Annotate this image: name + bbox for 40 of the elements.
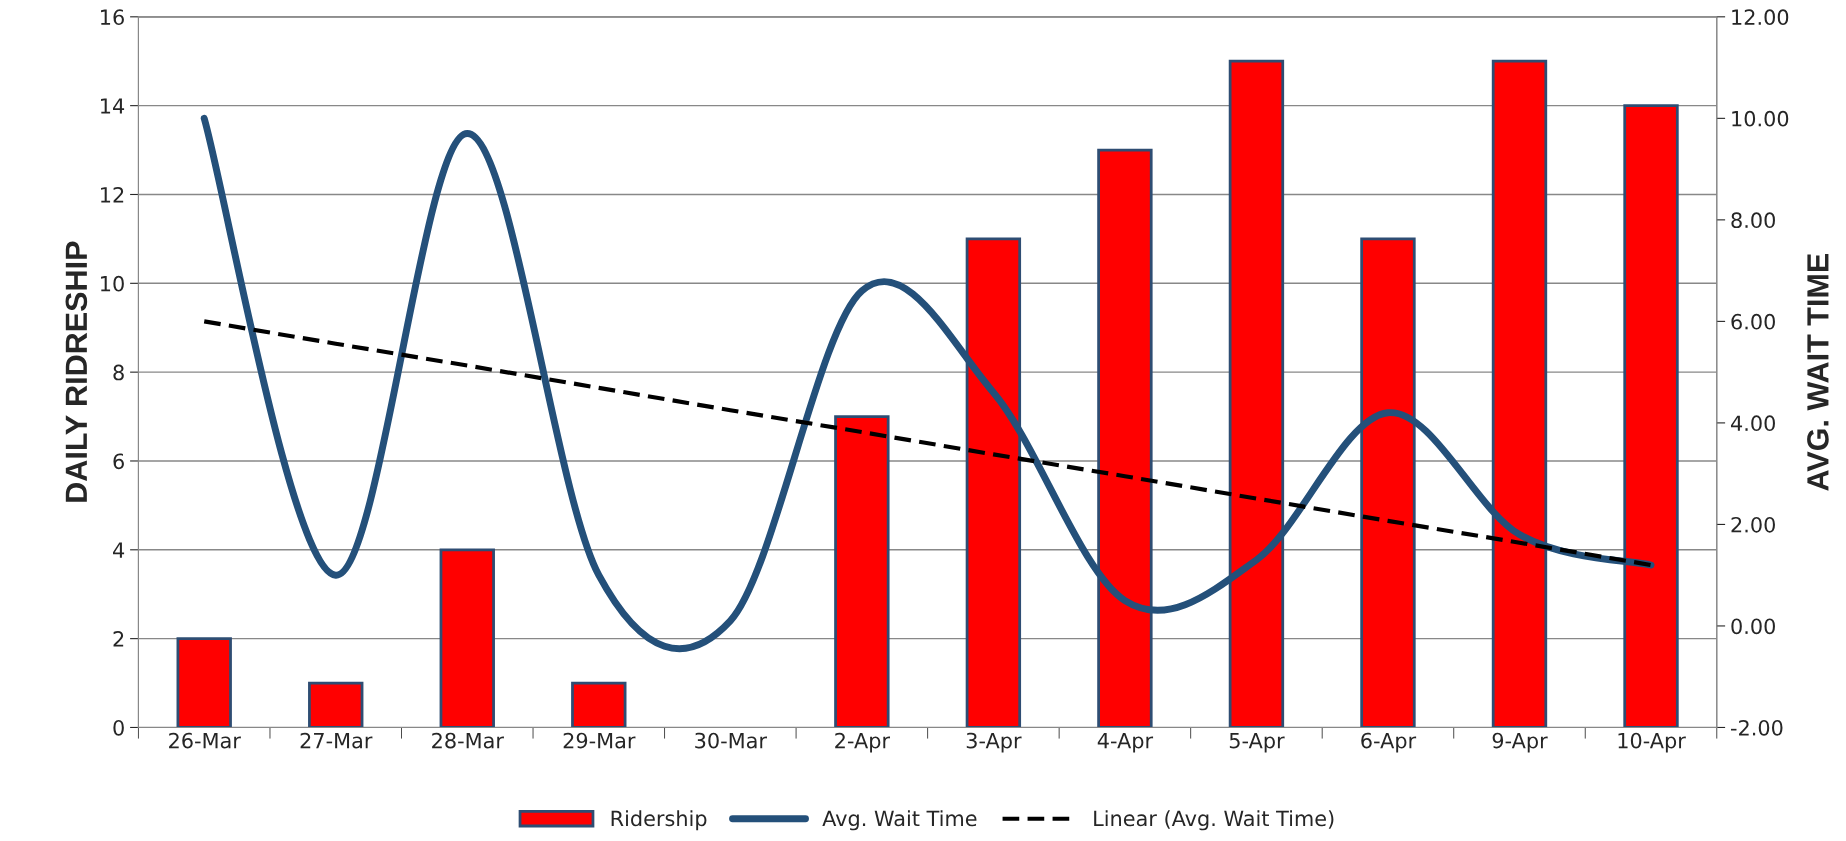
x-tick-label: 5-Apr [1229, 732, 1285, 753]
x-tick-label: 30-Mar [695, 732, 767, 749]
y2-tick-label: 6.00 [1731, 313, 1775, 330]
legend-label: Ridership [611, 810, 707, 831]
y-tick-label: 14 [101, 98, 125, 114]
y2-axis-title: AVG. WAIT TIME [1807, 253, 1829, 491]
y2-tick-label: 4.00 [1730, 415, 1775, 432]
y2-tick-label: 10.00 [1732, 110, 1789, 127]
x-tick-label: 4-Apr [1097, 732, 1154, 753]
y2-tick-label: -2.00 [1730, 719, 1783, 736]
x-tick-label: 6-Apr [1361, 732, 1417, 753]
x-tick-label: 28-Mar [432, 732, 504, 749]
legend-label: Linear (Avg. Wait Time) [1094, 810, 1334, 831]
x-tick-label: 27-Mar [300, 732, 373, 749]
y2-tick-label: 12.00 [1732, 9, 1789, 26]
x-tick-label: 26-Mar [169, 732, 241, 749]
y2-tick-label: 0.00 [1731, 618, 1775, 635]
line-series [202, 319, 1654, 568]
y-tick-label: 12 [101, 186, 124, 203]
y2-tick-label: 8.00 [1731, 212, 1775, 229]
bar [571, 681, 627, 728]
x-tick-label: 9-Apr [1492, 732, 1548, 753]
x-tick-label: 29-Mar [563, 732, 636, 749]
x-tick-label: 2-Apr [835, 732, 891, 753]
bar [176, 637, 232, 728]
bar [308, 681, 364, 728]
y-tick-label: 4 [113, 542, 125, 558]
bar [834, 415, 890, 728]
y-tick-label: 0 [113, 719, 124, 736]
bar [439, 548, 495, 728]
y-tick-label: 10 [101, 275, 124, 292]
legend-label: Avg. Wait Time [822, 810, 977, 831]
x-tick-label: 3-Apr [966, 732, 1022, 753]
y2-tick-label: 2.00 [1731, 516, 1775, 533]
y-tick-label: 2 [113, 631, 124, 647]
y-tick-label: 8 [113, 364, 124, 381]
y-tick-label: 16 [101, 9, 124, 26]
x-tick-label: 10-Apr [1618, 732, 1686, 753]
y-axis-title: DAILY RIDRESHIP [65, 241, 88, 502]
y-tick-label: 6 [113, 453, 124, 470]
